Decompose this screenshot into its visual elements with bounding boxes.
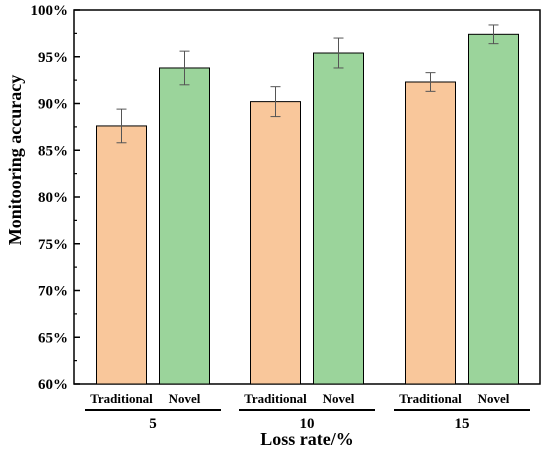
x-axis-title: Loss rate/%	[260, 429, 354, 449]
bar	[96, 125, 147, 385]
y-tick-label: 60%	[38, 377, 68, 393]
category-label: Traditional	[244, 391, 307, 406]
bar	[405, 81, 456, 385]
y-tick-label: 75%	[38, 237, 68, 253]
category-label: Novel	[478, 391, 510, 406]
bar-series	[96, 33, 519, 385]
group-label: 10	[300, 416, 315, 432]
group-label: 15	[455, 416, 470, 432]
category-label: Traditional	[90, 391, 153, 406]
category-label: Novel	[169, 391, 201, 406]
bar	[159, 67, 210, 385]
category-label: Novel	[323, 391, 355, 406]
category-label: Traditional	[399, 391, 462, 406]
y-axis-ticks: 60% 65% 70% 75% 80% 85% 90% 95% 100%	[31, 3, 80, 393]
category-labels: Traditional Novel Traditional Novel Traditio…	[90, 391, 510, 406]
y-tick-label: 85%	[38, 143, 68, 159]
bar	[313, 52, 364, 385]
y-axis-title: Monitooring accuracy	[5, 75, 25, 245]
bar	[250, 101, 301, 385]
y-tick-label: 95%	[38, 50, 68, 66]
group-label: 5	[149, 416, 157, 432]
bar	[468, 33, 519, 385]
y-tick-label: 100%	[31, 3, 69, 19]
y-tick-label: 65%	[38, 330, 68, 346]
y-tick-label: 70%	[38, 284, 68, 300]
y-tick-label: 90%	[38, 97, 68, 113]
error-bars	[116, 24, 499, 144]
group-labels: 5 10 15	[85, 409, 530, 432]
y-tick-label: 80%	[38, 190, 68, 206]
